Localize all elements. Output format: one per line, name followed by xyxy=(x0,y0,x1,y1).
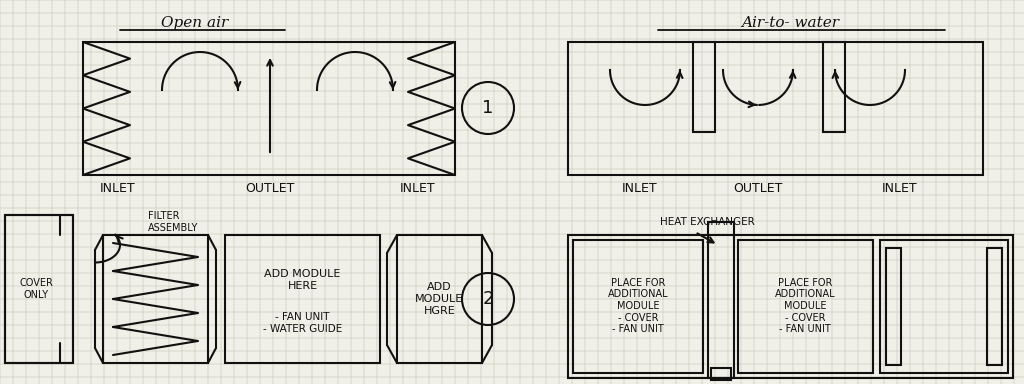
Bar xyxy=(886,248,901,365)
Text: INLET: INLET xyxy=(623,182,657,195)
Bar xyxy=(568,235,1013,378)
Text: COVER
ONLY: COVER ONLY xyxy=(19,278,53,300)
Bar xyxy=(708,222,734,378)
Text: PLACE FOR
ADDITIONAL
MODULE
- COVER
- FAN UNIT: PLACE FOR ADDITIONAL MODULE - COVER - FA… xyxy=(607,278,669,334)
Bar xyxy=(880,240,1008,373)
Bar xyxy=(103,235,208,363)
Text: Open air: Open air xyxy=(162,16,228,30)
Text: ADD
MODULE
HGRE: ADD MODULE HGRE xyxy=(416,282,464,316)
Text: - FAN UNIT
- WATER GUIDE: - FAN UNIT - WATER GUIDE xyxy=(263,312,342,334)
Text: 2: 2 xyxy=(482,290,494,308)
Text: INLET: INLET xyxy=(100,182,136,195)
Bar xyxy=(711,368,731,380)
Bar xyxy=(225,235,380,363)
Bar xyxy=(397,235,482,363)
Text: 1: 1 xyxy=(482,99,494,117)
Bar xyxy=(573,240,703,373)
Bar xyxy=(987,248,1002,365)
Text: OUTLET: OUTLET xyxy=(733,182,782,195)
Text: OUTLET: OUTLET xyxy=(246,182,295,195)
Text: FILTER
ASSEMBLY: FILTER ASSEMBLY xyxy=(148,211,199,233)
Bar xyxy=(823,42,845,132)
Text: HEAT EXCHANGER: HEAT EXCHANGER xyxy=(660,217,755,227)
Text: PLACE FOR
ADDITIONAL
MODULE
- COVER
- FAN UNIT: PLACE FOR ADDITIONAL MODULE - COVER - FA… xyxy=(775,278,836,334)
Bar xyxy=(5,215,73,363)
Bar xyxy=(738,240,873,373)
Text: Air-to- water: Air-to- water xyxy=(741,16,839,30)
Text: INLET: INLET xyxy=(400,182,436,195)
Text: INLET: INLET xyxy=(883,182,918,195)
Bar xyxy=(693,42,715,132)
Bar xyxy=(568,42,983,175)
Bar xyxy=(83,42,455,175)
Text: ADD MODULE
HERE: ADD MODULE HERE xyxy=(264,269,341,291)
